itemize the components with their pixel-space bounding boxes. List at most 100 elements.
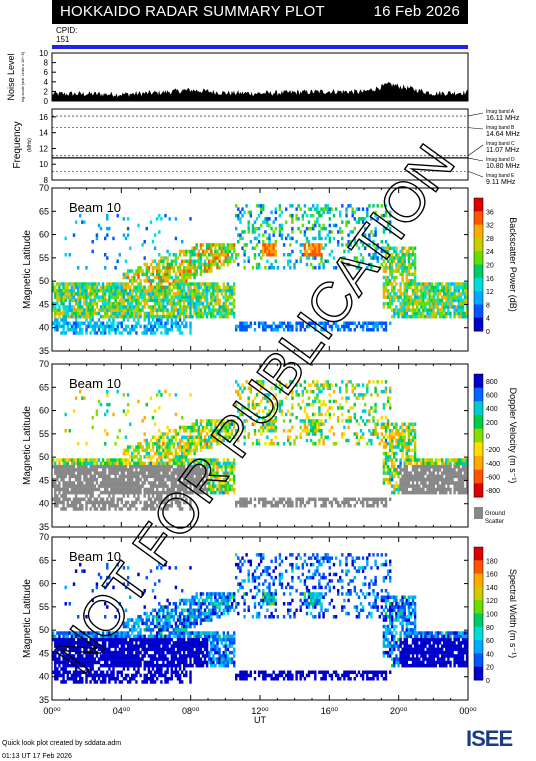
data-cell [220,487,223,492]
data-cell [461,298,465,303]
data-cell [126,311,130,316]
data-cell [461,288,465,293]
data-cell [397,262,400,267]
data-cell [110,487,113,492]
data-cell [299,230,302,234]
data-cell [166,448,169,453]
data-cell [99,490,103,495]
data-cell [64,305,67,309]
data-cell [114,484,117,488]
data-cell [228,432,232,436]
data-cell [391,448,394,453]
data-cell [64,295,67,299]
data-cell [178,464,182,469]
data-cell [428,490,431,495]
data-cell [203,288,207,293]
data-cell [56,301,59,306]
data-cell [424,484,427,488]
data-cell [166,461,169,466]
data-cell [212,432,215,436]
data-cell [99,484,103,488]
data-cell [397,442,400,446]
data-cell [438,282,442,286]
data-cell [210,246,213,250]
data-cell [151,484,155,488]
data-cell [357,383,361,387]
data-cell [52,285,55,290]
data-cell [108,490,111,495]
data-cell [416,292,419,296]
data-cell [185,490,188,495]
data-cell [270,386,273,391]
data-cell [347,204,350,208]
data-cell [401,279,404,283]
data-cell [174,429,178,433]
data-cell [170,288,173,293]
data-cell [70,471,74,475]
data-cell [193,471,196,475]
data-cell [183,435,186,439]
data-cell [74,494,78,498]
data-cell [401,311,404,316]
data-cell [226,305,230,309]
lat-tick-label: 45 [39,299,49,309]
data-cell [170,318,173,322]
data-cell [309,321,313,325]
data-cell [353,432,356,436]
data-cell [91,328,94,332]
data-cell [99,308,103,312]
data-cell [133,272,136,277]
data-cell [199,477,203,482]
data-cell [166,292,169,296]
data-cell [72,461,76,466]
data-cell [328,386,331,391]
data-cell [218,305,221,309]
data-cell [201,438,205,443]
data-cell [370,504,373,508]
data-cell [145,311,148,316]
data-cell [156,298,159,303]
data-cell [453,468,456,472]
data-cell [222,481,225,485]
data-cell [384,477,388,482]
data-cell [441,490,444,495]
data-cell [395,429,398,433]
data-cell [328,217,331,221]
data-cell [62,331,65,335]
data-cell [64,308,67,312]
data-cell [268,425,271,430]
data-cell [341,500,344,505]
data-cell [303,249,307,254]
data-cell [205,243,209,247]
data-cell [247,396,250,400]
data-cell [112,494,115,498]
data-cell [436,282,440,286]
data-cell [399,458,402,462]
data-cell [243,249,246,254]
data-cell [359,393,363,397]
data-cell [272,429,275,433]
data-cell [395,311,398,316]
data-cell [174,301,178,306]
data-cell [81,490,84,495]
data-cell [228,301,232,306]
data-cell [376,324,379,329]
data-cell [131,269,134,273]
data-cell [95,464,99,469]
data-cell [176,269,180,273]
data-cell [189,442,192,446]
data-cell [74,301,78,306]
data-cell [436,464,440,469]
data-cell [370,328,373,332]
data-cell [376,435,379,439]
data-cell [401,484,404,488]
data-cell [235,380,238,384]
data-cell [126,477,130,482]
data-cell [166,314,169,319]
data-cell [164,445,167,449]
data-cell [451,481,454,485]
data-cell [418,301,421,306]
data-cell [201,458,205,462]
data-cell [176,266,180,270]
data-cell [131,298,134,303]
